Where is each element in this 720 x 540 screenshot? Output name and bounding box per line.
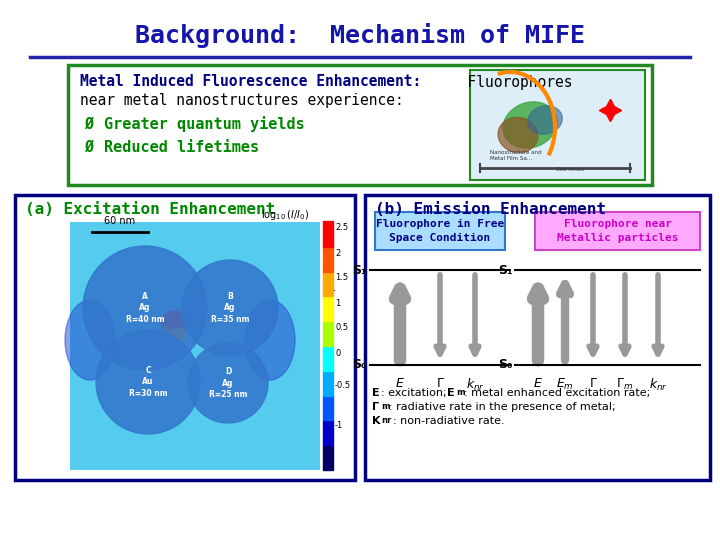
- Ellipse shape: [170, 329, 186, 341]
- Text: Fluorophores: Fluorophores: [450, 75, 572, 90]
- Text: m: m: [456, 388, 464, 397]
- Bar: [323, 246, 333, 272]
- Text: Background:  Mechanism of MIFE: Background: Mechanism of MIFE: [135, 23, 585, 48]
- Text: $\log_{10}(I/I_0)$: $\log_{10}(I/I_0)$: [261, 208, 309, 222]
- Text: S₀: S₀: [498, 359, 513, 372]
- Text: : excitation;: : excitation;: [381, 388, 450, 398]
- Text: -1: -1: [335, 421, 343, 429]
- Ellipse shape: [528, 106, 562, 134]
- Bar: [323, 420, 333, 445]
- Text: K: K: [372, 416, 380, 426]
- Text: Γ: Γ: [372, 402, 379, 412]
- Text: 1.5: 1.5: [335, 273, 348, 282]
- Text: 60 nm: 60 nm: [104, 216, 135, 226]
- Ellipse shape: [503, 102, 557, 148]
- Text: $k_{nr}$: $k_{nr}$: [649, 377, 667, 393]
- Text: $\mathit{\Gamma}$: $\mathit{\Gamma}$: [436, 377, 444, 390]
- Text: (a) Excitation Enhancement: (a) Excitation Enhancement: [25, 202, 275, 218]
- Text: $k_{nr}$: $k_{nr}$: [466, 377, 485, 393]
- Ellipse shape: [245, 300, 295, 380]
- Bar: [323, 271, 333, 296]
- Ellipse shape: [161, 311, 189, 333]
- Circle shape: [83, 246, 207, 370]
- Text: $\Gamma_m$: $\Gamma_m$: [616, 377, 634, 392]
- Text: : non-radiative rate.: : non-radiative rate.: [393, 416, 505, 426]
- Text: $\mathit{\Gamma}$: $\mathit{\Gamma}$: [588, 377, 598, 390]
- Text: near metal nanostructures experience:: near metal nanostructures experience:: [80, 92, 404, 107]
- Bar: [323, 370, 333, 396]
- Bar: [535, 212, 700, 250]
- Text: -0.5: -0.5: [335, 381, 351, 389]
- Text: : metal enhanced excitation rate;: : metal enhanced excitation rate;: [464, 388, 650, 398]
- Text: Greater quantum yields: Greater quantum yields: [104, 116, 305, 132]
- Text: 0.5: 0.5: [335, 323, 348, 333]
- Ellipse shape: [165, 313, 185, 327]
- Bar: [323, 221, 333, 247]
- Text: 1: 1: [335, 299, 341, 307]
- Ellipse shape: [65, 300, 115, 380]
- Bar: [323, 346, 333, 371]
- Text: nr: nr: [381, 416, 391, 425]
- Text: E: E: [447, 388, 454, 398]
- Text: (b) Emission Enhancement: (b) Emission Enhancement: [375, 202, 606, 218]
- Bar: [470, 70, 645, 180]
- Text: Reduced lifetimes: Reduced lifetimes: [104, 139, 259, 154]
- Text: Cite Amos: Cite Amos: [556, 167, 584, 172]
- Bar: [68, 65, 652, 185]
- Text: C
Au
R=30 nm: C Au R=30 nm: [129, 366, 167, 399]
- Text: E: E: [372, 388, 379, 398]
- Text: Nanostructure and
Metal Film Sa...: Nanostructure and Metal Film Sa...: [490, 150, 541, 161]
- Text: S₁: S₁: [498, 264, 513, 276]
- Bar: [323, 395, 333, 421]
- Bar: [323, 321, 333, 346]
- Text: 2: 2: [335, 248, 341, 258]
- Text: Ø: Ø: [84, 117, 93, 132]
- Bar: [323, 445, 333, 470]
- Text: $E_m$: $E_m$: [556, 377, 574, 392]
- Bar: [15, 195, 355, 480]
- Ellipse shape: [498, 117, 538, 153]
- Text: Fluorophore in Free
Space Condition: Fluorophore in Free Space Condition: [376, 219, 504, 242]
- Text: E: E: [534, 377, 542, 390]
- Bar: [70, 222, 320, 470]
- Bar: [365, 195, 710, 480]
- Text: A
Ag
R=40 nm: A Ag R=40 nm: [126, 292, 164, 325]
- Text: : radiative rate in the presence of metal;: : radiative rate in the presence of meta…: [389, 402, 619, 412]
- Circle shape: [188, 343, 268, 423]
- Circle shape: [182, 260, 278, 356]
- Bar: [323, 296, 333, 321]
- Ellipse shape: [164, 321, 186, 339]
- Text: D
Ag
R=25 nm: D Ag R=25 nm: [209, 367, 247, 399]
- Circle shape: [96, 330, 200, 434]
- Text: E: E: [396, 377, 404, 390]
- Text: 0: 0: [335, 348, 341, 357]
- Text: B
Ag
R=35 nm: B Ag R=35 nm: [211, 292, 249, 325]
- Text: m: m: [381, 402, 390, 411]
- Text: Ø: Ø: [84, 139, 93, 154]
- Bar: [375, 212, 505, 250]
- Text: 2.5: 2.5: [335, 224, 348, 233]
- Text: S₀: S₀: [353, 359, 367, 372]
- Text: S₁: S₁: [353, 264, 367, 276]
- Text: Fluorophore near
Metallic particles: Fluorophore near Metallic particles: [557, 219, 679, 242]
- Text: Metal Induced Fluorescence Enhancement:: Metal Induced Fluorescence Enhancement:: [80, 75, 421, 90]
